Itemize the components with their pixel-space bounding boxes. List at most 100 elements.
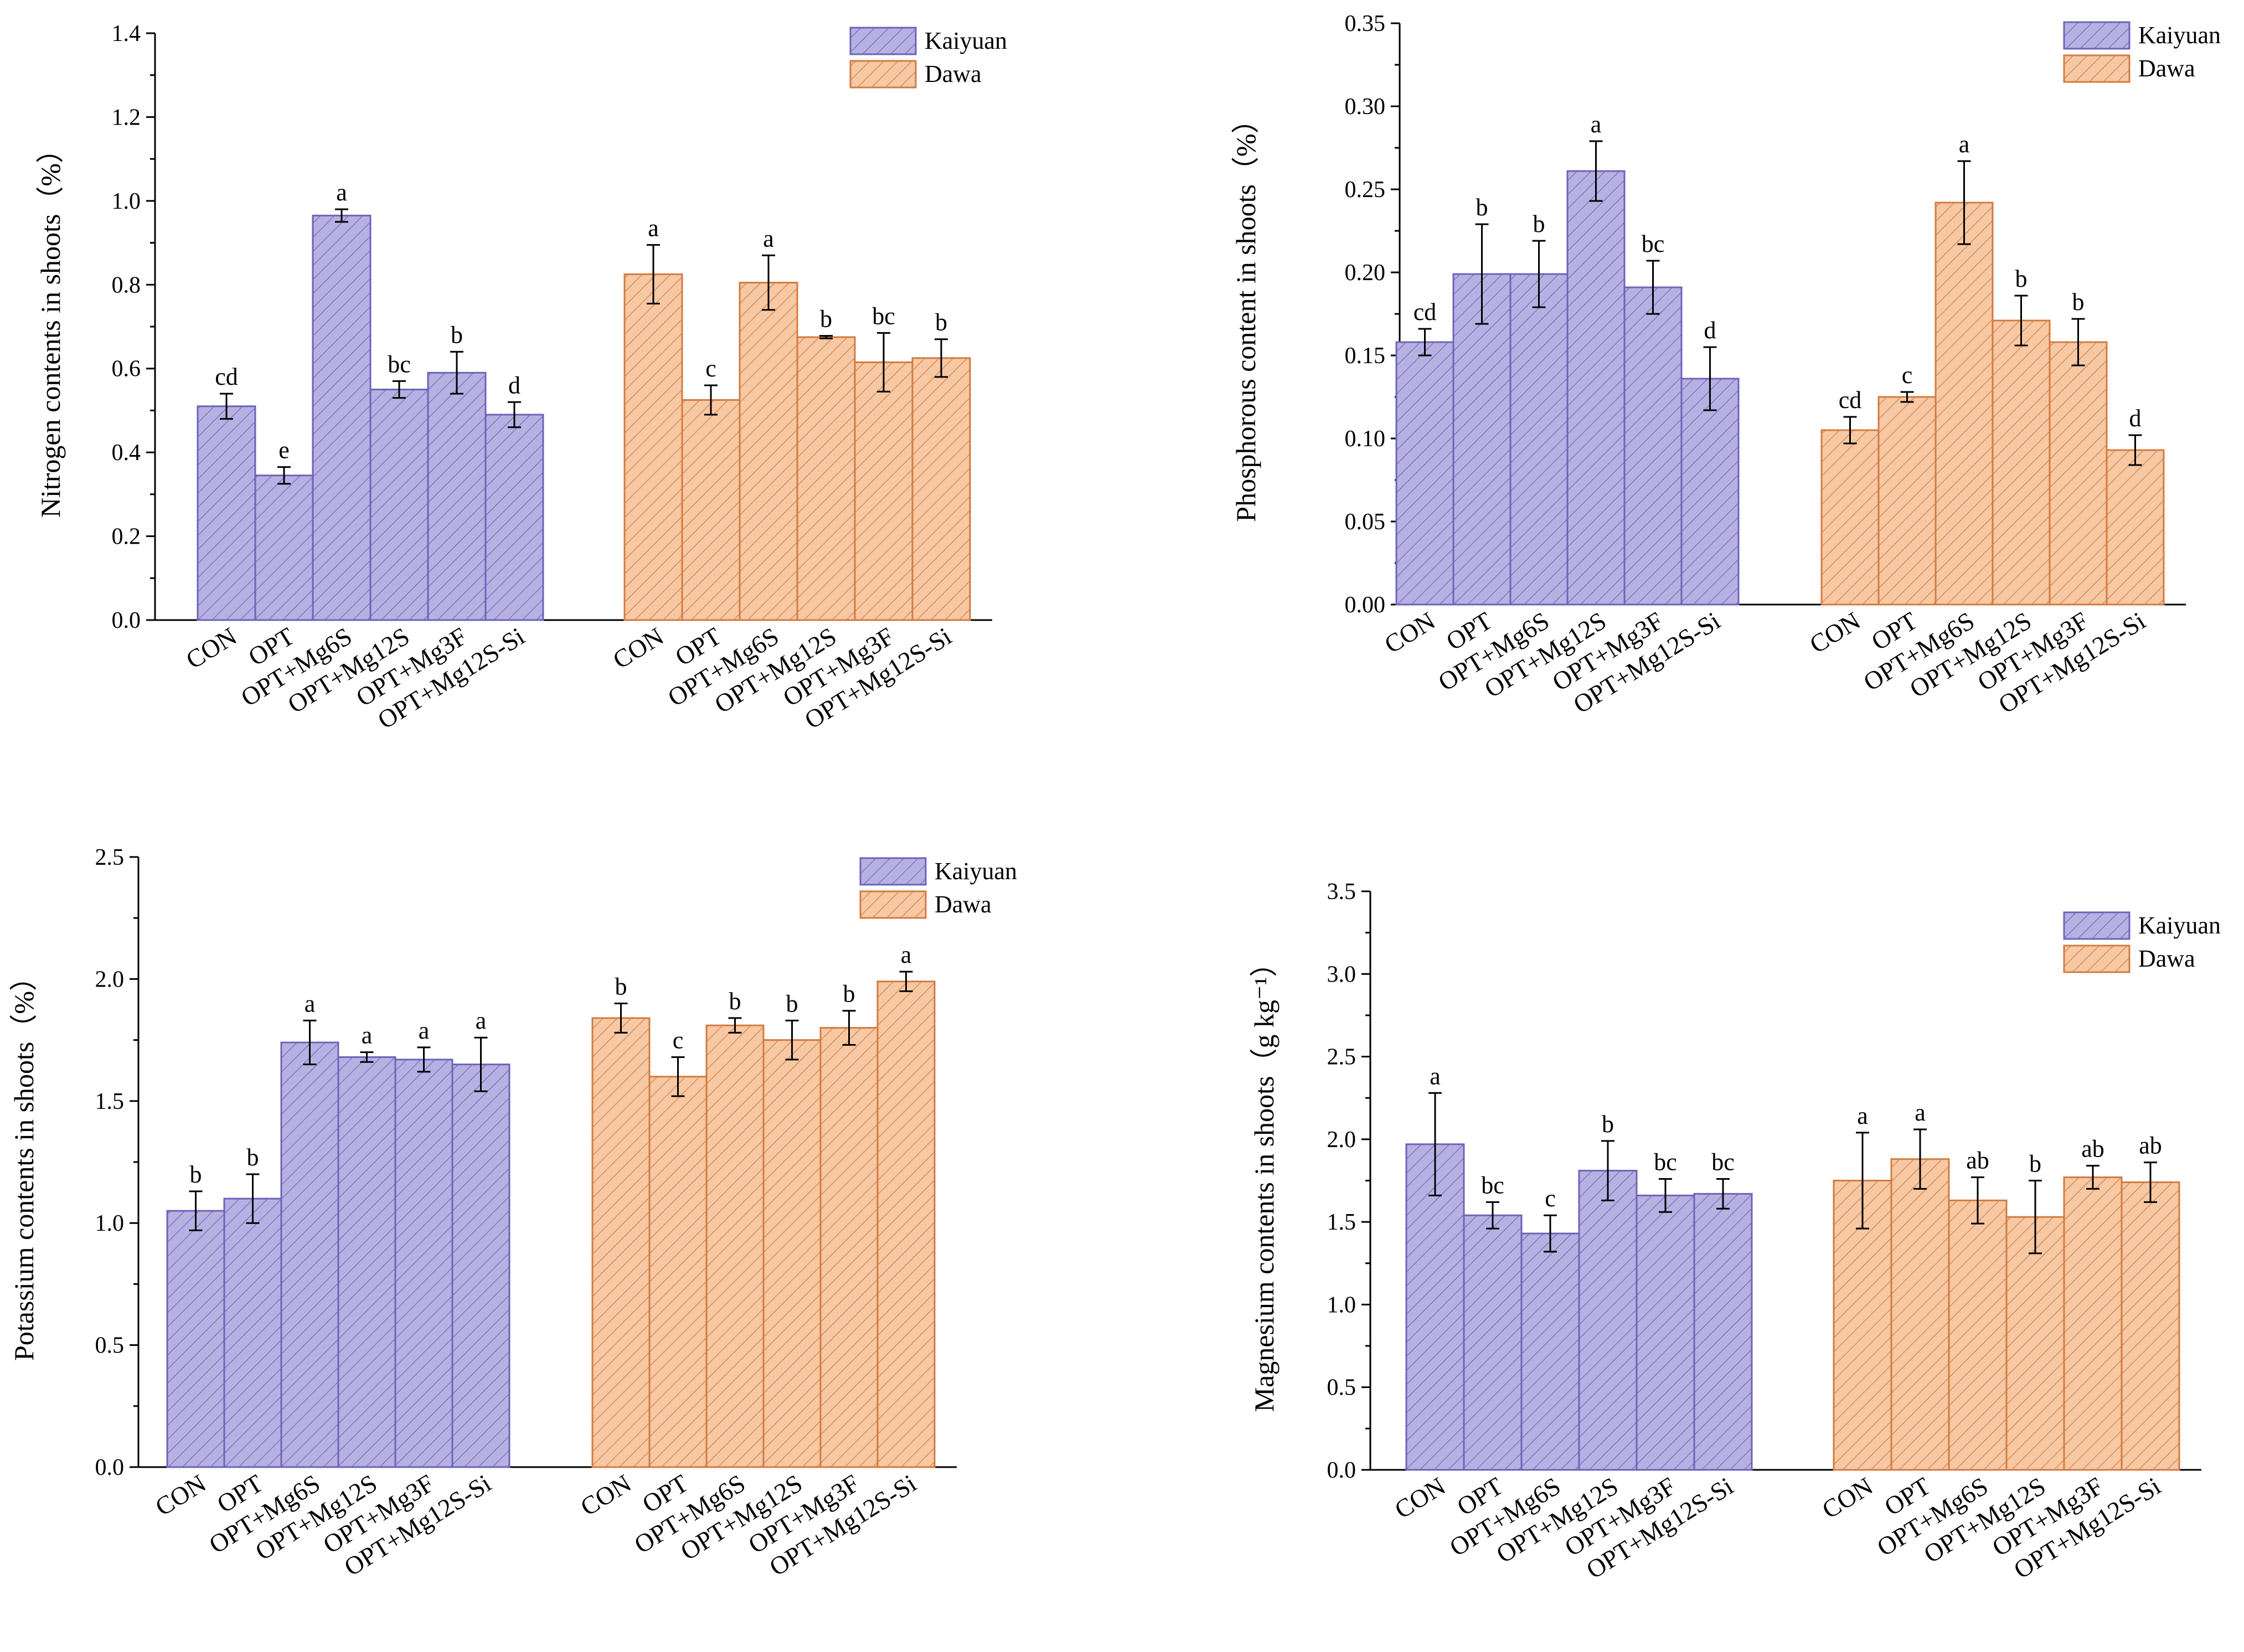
- significance-label: b: [843, 980, 855, 1008]
- significance-label: cd: [215, 363, 238, 390]
- significance-label: a: [419, 1017, 430, 1044]
- legend-swatch-kaiyuan: [2063, 911, 2130, 940]
- significance-label: b: [615, 973, 627, 1000]
- bar-kaiyuan: [1509, 273, 1569, 606]
- legend-swatch-dawa: [2063, 944, 2130, 973]
- bar-kaiyuan: [484, 414, 544, 621]
- bar-dawa: [681, 399, 741, 621]
- bar-kaiyuan: [337, 1056, 396, 1468]
- bar-kaiyuan: [451, 1064, 510, 1468]
- y-axis-title: Nitrogen contents in shoots（%）: [35, 136, 66, 518]
- y-tick-label: 1.4: [112, 21, 141, 47]
- significance-label: c: [1545, 1185, 1556, 1212]
- bar-kaiyuan: [1578, 1170, 1638, 1471]
- bar-dawa: [911, 357, 971, 621]
- bar-dawa: [2005, 1216, 2065, 1471]
- x-category-label: CON: [575, 1469, 636, 1521]
- bar-dawa: [854, 361, 914, 621]
- significance-label: b: [2029, 1150, 2041, 1178]
- significance-label: c: [1902, 362, 1913, 389]
- y-tick-label: 0.2: [112, 524, 141, 550]
- significance-label: a: [901, 941, 912, 968]
- bar-dawa: [876, 980, 936, 1468]
- y-tick-label: 0.5: [1327, 1375, 1356, 1401]
- legend-label: Dawa: [925, 60, 982, 87]
- bar-dawa: [2121, 1181, 2180, 1471]
- significance-label: b: [1533, 210, 1545, 238]
- significance-label: b: [2072, 288, 2085, 316]
- legend-label: Kaiyuan: [935, 858, 1017, 885]
- significance-label: b: [786, 990, 798, 1017]
- significance-label: c: [673, 1026, 684, 1054]
- significance-label: cd: [1839, 386, 1862, 414]
- y-tick-label: 1.0: [1327, 1292, 1356, 1318]
- significance-label: ab: [2081, 1135, 2104, 1163]
- legend-swatch-dawa: [2063, 54, 2130, 83]
- legend-label: Dawa: [2138, 945, 2195, 972]
- y-tick-label: 0.15: [1345, 343, 1386, 369]
- significance-label: b: [1602, 1111, 1614, 1138]
- y-tick-label: 0.6: [112, 357, 141, 382]
- significance-label: cd: [1414, 298, 1437, 326]
- y-tick-label: 2.5: [1327, 1045, 1356, 1070]
- bar-dawa: [1948, 1199, 2008, 1471]
- bar-kaiyuan: [1395, 341, 1454, 606]
- significance-label: ab: [1966, 1147, 1989, 1174]
- chart-panel-1: 0.0 0.2 0.4 0.6 0.8 1.0 1.2 1.4 Nitrogen content…: [35, 21, 1007, 735]
- significance-label: a: [1857, 1102, 1868, 1129]
- x-category-label: CON: [1379, 606, 1440, 659]
- legend-label: Kaiyuan: [2138, 22, 2221, 49]
- y-tick-label: 0.0: [95, 1455, 125, 1480]
- bar-dawa: [1877, 396, 1937, 606]
- bar-dawa: [796, 336, 856, 621]
- y-tick-label: 0.0: [1327, 1458, 1356, 1483]
- bar-kaiyuan: [1452, 273, 1512, 606]
- bar-dawa: [2063, 1176, 2123, 1471]
- significance-label: a: [362, 1022, 373, 1049]
- x-category-label: CON: [1804, 606, 1865, 659]
- significance-label: c: [705, 355, 716, 382]
- y-tick-label: 1.5: [1327, 1210, 1356, 1235]
- y-axis-title: Potassium contents in shoots（%）: [8, 963, 39, 1361]
- y-tick-label: 2.0: [95, 967, 125, 992]
- y-tick-label: 1.0: [112, 189, 141, 214]
- significance-label: a: [1591, 111, 1602, 138]
- y-tick-label: 0.20: [1345, 260, 1386, 286]
- chart-panel-4: 0.0 0.5 1.0 1.5 2.0 2.5 3.0 3.5 Magnesium conten…: [1249, 879, 2221, 1584]
- significance-label: bc: [1654, 1149, 1677, 1176]
- bar-kaiyuan: [197, 405, 256, 621]
- y-tick-label: 0.8: [112, 272, 141, 298]
- y-tick-label: 1.5: [95, 1089, 125, 1114]
- bar-kaiyuan: [427, 371, 487, 621]
- legend-label: Kaiyuan: [2138, 912, 2221, 939]
- significance-label: b: [451, 321, 463, 348]
- significance-label: bc: [1642, 230, 1665, 257]
- y-tick-label: 0.30: [1345, 94, 1386, 120]
- bar-dawa: [819, 1027, 879, 1468]
- y-axis-title: Phosphorous content in shoots（%）: [1230, 106, 1261, 522]
- chart-panel-2: 0.00 0.05 0.10 0.15 0.20 0.25 0.30 0.35 Phosphor…: [1230, 11, 2221, 719]
- significance-label: b: [2015, 265, 2028, 292]
- significance-label: ab: [2139, 1132, 2162, 1159]
- significance-label: a: [1959, 131, 1970, 158]
- bar-dawa: [623, 273, 683, 621]
- x-category-label: CON: [181, 622, 241, 674]
- significance-label: a: [336, 179, 347, 206]
- significance-label: b: [935, 309, 947, 336]
- y-tick-label: 0.10: [1345, 426, 1386, 452]
- significance-label: a: [648, 214, 659, 241]
- significance-label: b: [729, 988, 741, 1015]
- bar-kaiyuan: [1520, 1232, 1580, 1471]
- bar-kaiyuan: [280, 1041, 339, 1468]
- y-tick-label: 2.0: [1327, 1127, 1356, 1153]
- y-tick-label: 0.00: [1345, 592, 1386, 618]
- legend-label: Dawa: [2138, 55, 2195, 82]
- x-category-label: CON: [1390, 1472, 1450, 1524]
- bar-dawa: [648, 1076, 708, 1468]
- bar-kaiyuan: [1636, 1194, 1695, 1471]
- significance-label: a: [1430, 1062, 1441, 1090]
- significance-label: d: [2129, 405, 2142, 432]
- significance-label: bc: [872, 302, 895, 329]
- y-tick-label: 0.4: [112, 440, 141, 466]
- legend-swatch-kaiyuan: [2063, 21, 2130, 50]
